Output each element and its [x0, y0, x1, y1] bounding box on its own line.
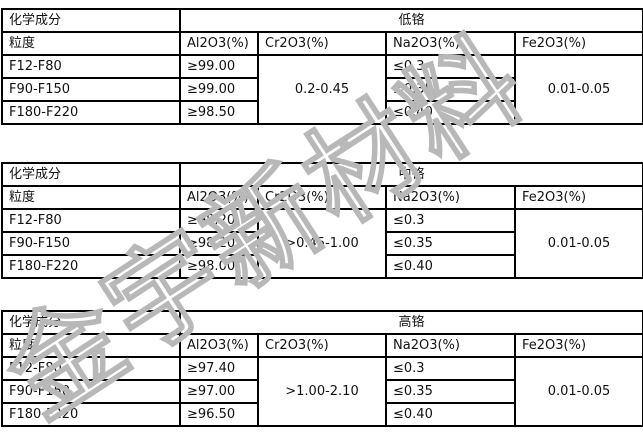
column-header: Fe2O3(%): [513, 31, 643, 56]
table-row: F180-F220 ≥96.50 ≤0.40: [1, 402, 643, 427]
na2o3-cell: ≤0.35: [385, 77, 516, 102]
al2o3-cell: ≥99.00: [179, 77, 259, 102]
column-header: Na2O3(%): [385, 31, 516, 56]
grade-cell: 高铬: [178, 310, 643, 335]
column-header: Fe2O3(%): [513, 333, 643, 358]
table-row: F12-F80 ≥98.20 >0.45-1.00 ≤0.3 0.01-0.05: [1, 208, 643, 279]
size-cell: F90-F150: [1, 231, 181, 256]
column-header: Na2O3(%): [385, 185, 516, 210]
table-row: F180-F220 ≥98.50 ≤0.40: [1, 100, 643, 125]
column-header: 粒度: [1, 333, 181, 358]
al2o3-cell: ≥97.00: [179, 379, 259, 404]
size-cell: F180-F220: [1, 100, 181, 125]
al2o3-cell: ≥99.00: [179, 54, 259, 79]
column-header: Na2O3(%): [385, 333, 516, 358]
column-header: 粒度: [1, 31, 181, 56]
size-cell: F180-F220: [1, 402, 181, 427]
fe2o3-cell: 0.01-0.05: [513, 356, 643, 427]
composition-table: 化学成分 低铬 粒度 Al2O3(%) Cr2O3(%) Na2O3(%) Fe2O3(…: [1, 8, 643, 125]
table-row: F12-F80 ≥97.40 >1.00-2.10 ≤0.3 0.01-0.05: [1, 356, 643, 427]
column-header: Fe2O3(%): [513, 185, 643, 210]
al2o3-cell: ≥98.20: [179, 231, 259, 256]
composition-table: 化学成分 中铬 粒度 Al2O3(%) Cr2O3(%) Na2O3(%) Fe2O3(…: [1, 162, 643, 279]
title-row: 化学成分 高铬: [1, 310, 643, 335]
composition-table: 化学成分 高铬 粒度 Al2O3(%) Cr2O3(%) Na2O3(%) Fe2O3(…: [1, 310, 643, 427]
column-header: Al2O3(%): [179, 185, 259, 210]
grade-cell: 中铬: [178, 162, 643, 187]
table-row: F180-F220 ≥98.00 ≤0.40: [1, 254, 643, 279]
size-cell: F12-F80: [1, 356, 181, 381]
na2o3-cell: ≤0.35: [385, 231, 516, 256]
size-cell: F90-F150: [1, 379, 181, 404]
al2o3-cell: ≥98.20: [179, 208, 259, 233]
na2o3-cell: ≤0.40: [385, 402, 516, 427]
size-cell: F180-F220: [1, 254, 181, 279]
cr2o3-cell: 0.2-0.45: [257, 54, 387, 125]
column-header: 粒度: [1, 185, 181, 210]
fe2o3-cell: 0.01-0.05: [513, 54, 643, 125]
table-row: F90-F150 ≥97.00 ≤0.35: [1, 379, 643, 404]
label-cell: 化学成分: [1, 310, 181, 335]
na2o3-cell: ≤0.3: [385, 356, 516, 381]
size-cell: F12-F80: [1, 54, 181, 79]
column-header: Cr2O3(%): [257, 333, 387, 358]
label-cell: 化学成分: [1, 162, 181, 187]
header-row: 粒度 Al2O3(%) Cr2O3(%) Na2O3(%) Fe2O3(%): [1, 31, 643, 56]
grade-cell: 低铬: [178, 8, 643, 33]
fe2o3-cell: 0.01-0.05: [513, 208, 643, 279]
column-header: Cr2O3(%): [257, 185, 387, 210]
al2o3-cell: ≥97.40: [179, 356, 259, 381]
column-header: Cr2O3(%): [257, 31, 387, 56]
title-row: 化学成分 中铬: [1, 162, 643, 187]
cr2o3-cell: >1.00-2.10: [257, 356, 387, 427]
table-row: F12-F80 ≥99.00 0.2-0.45 ≤0.3 0.01-0.05: [1, 54, 643, 125]
column-header: Al2O3(%): [179, 31, 259, 56]
label-cell: 化学成分: [1, 8, 181, 33]
na2o3-cell: ≤0.3: [385, 208, 516, 233]
al2o3-cell: ≥98.50: [179, 100, 259, 125]
na2o3-cell: ≤0.3: [385, 54, 516, 79]
title-row: 化学成分 低铬: [1, 8, 643, 33]
column-header: Al2O3(%): [179, 333, 259, 358]
al2o3-cell: ≥96.50: [179, 402, 259, 427]
na2o3-cell: ≤0.40: [385, 254, 516, 279]
na2o3-cell: ≤0.35: [385, 379, 516, 404]
size-cell: F12-F80: [1, 208, 181, 233]
al2o3-cell: ≥98.00: [179, 254, 259, 279]
header-row: 粒度 Al2O3(%) Cr2O3(%) Na2O3(%) Fe2O3(%): [1, 185, 643, 210]
table-row: F90-F150 ≥99.00 ≤0.35: [1, 77, 643, 102]
header-row: 粒度 Al2O3(%) Cr2O3(%) Na2O3(%) Fe2O3(%): [1, 333, 643, 358]
table-row: F90-F150 ≥98.20 ≤0.35: [1, 231, 643, 256]
na2o3-cell: ≤0.40: [385, 100, 516, 125]
cr2o3-cell: >0.45-1.00: [257, 208, 387, 279]
size-cell: F90-F150: [1, 77, 181, 102]
